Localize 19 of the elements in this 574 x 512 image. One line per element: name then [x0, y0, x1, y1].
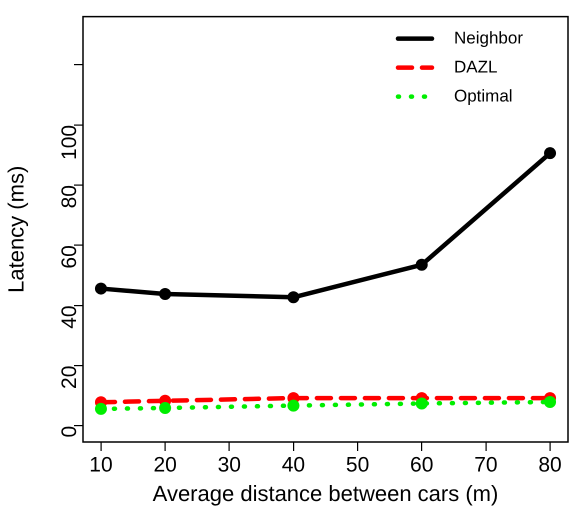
x-tick-label: 40: [282, 453, 306, 476]
y-tick-label: 80: [58, 185, 81, 208]
y-tick-label: 40: [58, 305, 81, 329]
y-tick-label: 60: [58, 245, 81, 269]
x-tick-label: 60: [410, 453, 434, 476]
x-axis-title: Average distance between cars (m): [152, 480, 498, 506]
legend-label: Optimal: [454, 86, 513, 106]
x-tick-label: 80: [538, 453, 562, 476]
y-tick-label: 0: [58, 426, 81, 438]
legend-label: Neighbor: [454, 28, 524, 48]
x-tick-label: 50: [346, 453, 370, 476]
x-tick-label: 20: [153, 453, 177, 476]
x-tick-label: 70: [474, 453, 498, 476]
x-tick-label: 30: [218, 453, 241, 476]
y-axis-title: Latency (ms): [3, 166, 28, 293]
y-tick-label: 20: [58, 366, 81, 389]
x-tick-label: 10: [89, 453, 113, 476]
y-tick-label: 100: [58, 124, 81, 160]
legend-label: DAZL: [454, 57, 498, 76]
